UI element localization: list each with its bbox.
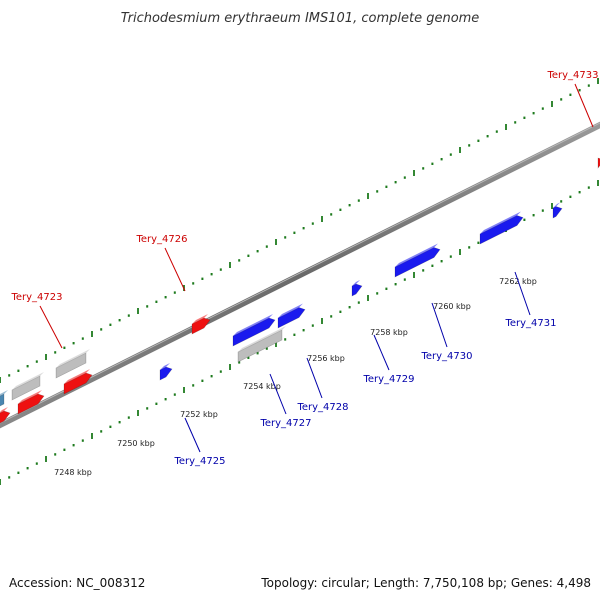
gene-block-reverse xyxy=(351,283,363,297)
gene-label-forward-leader xyxy=(39,305,63,349)
feature-labels: 7248 kbp 7250 kbp 7252 kbp 7254 kbp 7256 kbp… xyxy=(10,70,598,477)
accession-text: Accession: NC_008312 xyxy=(9,576,146,590)
gene-block-reverse-top xyxy=(233,314,273,336)
gene-features xyxy=(0,156,600,424)
map-title: Trichodesmium erythraeum IMS101, complet… xyxy=(121,11,480,26)
gene-block-forward-top xyxy=(192,314,208,324)
gene-label-forward: Tery_4726 xyxy=(135,234,187,245)
gene-block-reverse-top xyxy=(278,303,303,318)
gene-label-forward: Tery_4723 xyxy=(10,292,62,303)
gene-label-reverse: Tery_4731 xyxy=(504,318,556,329)
genome-backbone xyxy=(0,121,600,429)
gene-block-forward-top xyxy=(0,407,8,413)
gene-block-forward-top xyxy=(18,390,42,404)
gene-block-reverse-top xyxy=(352,280,360,286)
gene-block-other-top xyxy=(12,372,44,390)
gene-block-other-top xyxy=(56,349,90,368)
gene-label-reverse: Tery_4727 xyxy=(259,418,311,429)
kbp-label: 7254 kbp xyxy=(243,382,281,391)
gene-block-reverse-top xyxy=(395,243,438,267)
kbp-label: 7250 kbp xyxy=(117,439,155,448)
gene-label-reverse: Tery_4728 xyxy=(296,402,348,413)
kbp-label: 7260 kbp xyxy=(433,302,471,311)
gene-block-forward-top xyxy=(64,369,90,384)
kbp-label: 7258 kbp xyxy=(370,328,408,337)
gene-label-reverse-leader xyxy=(269,373,287,415)
gene-block-other-top xyxy=(238,326,286,352)
gene-block-reverse-top xyxy=(553,202,560,208)
gene-block-teal-top xyxy=(0,390,8,396)
gene-label-forward: Tery_4733 xyxy=(546,70,598,81)
kbp-label: 7252 kbp xyxy=(180,410,218,419)
gene-label-reverse: Tery_4729 xyxy=(362,374,414,385)
gene-label-reverse: Tery_4725 xyxy=(173,456,225,467)
gene-label-forward-leader xyxy=(164,247,186,292)
gene-label-reverse-leader xyxy=(373,334,390,371)
backbone-highlight xyxy=(0,122,600,424)
gene-block-reverse xyxy=(552,206,563,219)
kbp-label: 7256 kbp xyxy=(307,354,345,363)
topology-text: Topology: circular; Length: 7,750,108 bp… xyxy=(261,576,591,590)
gene-block-reverse-top xyxy=(160,363,170,370)
gene-block-forward xyxy=(63,372,93,395)
gene-label-reverse-leader xyxy=(306,357,323,399)
gene-block-reverse-top xyxy=(480,211,521,234)
gene-block-forward xyxy=(191,317,211,335)
gene-label-reverse-leader xyxy=(514,271,531,316)
gene-label-reverse-leader xyxy=(431,302,448,348)
backbone-line xyxy=(0,121,600,429)
gene-label-forward-leader xyxy=(574,83,594,128)
gene-block-teal xyxy=(0,393,5,407)
kbp-label: 7248 kbp xyxy=(54,468,92,477)
gene-label-reverse: Tery_4730 xyxy=(420,351,472,362)
gene-label-reverse-leader xyxy=(184,417,201,453)
gene-block-other xyxy=(11,375,41,401)
